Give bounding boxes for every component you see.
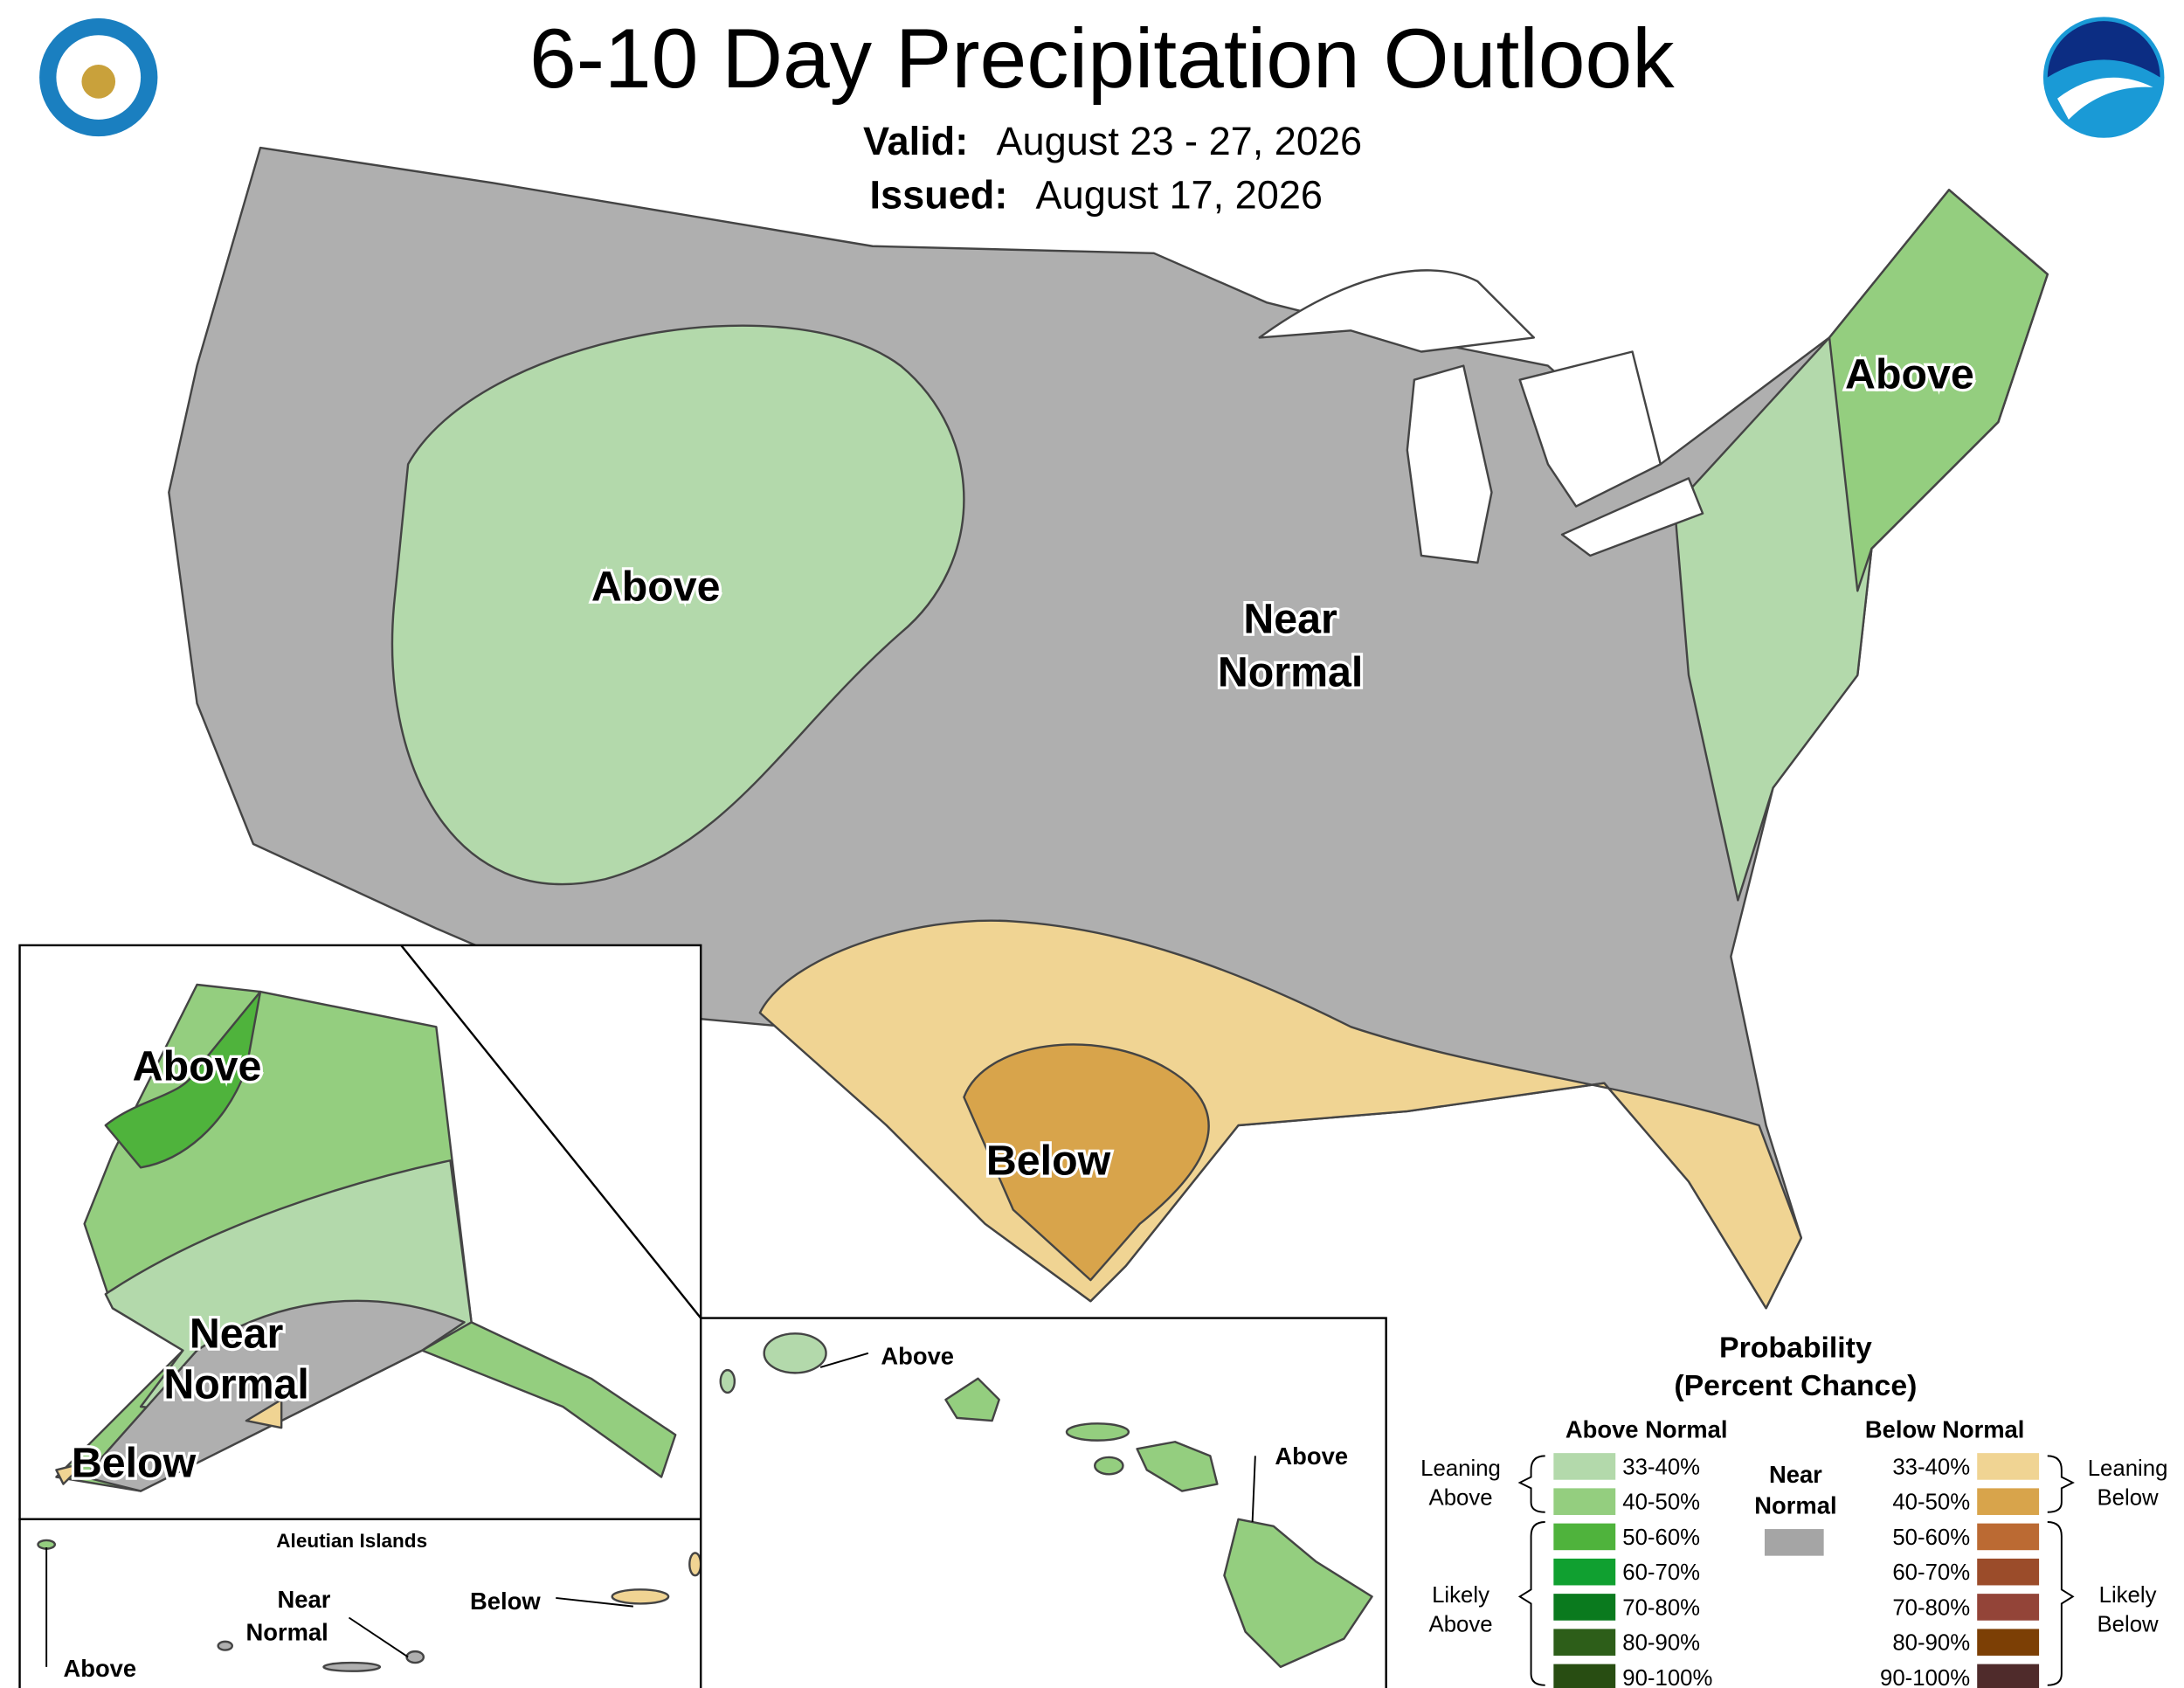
legend-swatch [1977,1453,2040,1480]
alaska-label-north: Above [133,1042,262,1090]
legend-bin-label: 40-50% [1892,1491,1970,1515]
commerce-logo [39,17,158,137]
likely-above: Likely [1432,1583,1489,1608]
legend-swatch [1977,1558,2040,1586]
legend-swatch [1553,1594,1616,1621]
legend-bin-label: 80-90% [1622,1631,1700,1656]
leaning-above: Above [1429,1486,1493,1511]
leaning-above: Leaning [1420,1456,1501,1481]
leaning-below: Below [2097,1486,2159,1511]
likely-above: Above [1429,1613,1493,1637]
likely-below: Likely [2099,1583,2157,1608]
hawaii-label-northwest: Above [881,1343,954,1370]
conus-map [168,146,2049,1310]
legend-swatch [1977,1594,2040,1621]
aleutian-label-west: Above [63,1655,136,1682]
below-heading: Below Normal [1865,1415,2024,1442]
legend-bin-label: 60-70% [1622,1560,1700,1585]
hawaii-inset [699,1317,1387,1688]
legend-title: Probability [1719,1332,1872,1365]
valid-label: Valid: [863,119,968,163]
legend-swatch [1553,1558,1616,1586]
near-label: Near [1769,1461,1822,1488]
legend-bin-label: 80-90% [1892,1631,1970,1656]
likely-below: Below [2097,1613,2159,1637]
leaning-below: Leaning [2088,1456,2168,1481]
alaska-label-southwest: Below [72,1440,197,1487]
legend-swatch [1977,1664,2040,1688]
legend-bin-label: 70-80% [1892,1595,1970,1620]
aleutian-label-central: Near [278,1586,331,1613]
conus-label-west: Above [591,563,721,610]
issued-date: August 17, 2026 [1036,172,1323,217]
legend-swatch [1977,1629,2040,1656]
legend-bin-label: 40-50% [1622,1491,1700,1515]
above-heading: Above Normal [1565,1415,1728,1442]
hawaii-label-southeast: Above [1275,1442,1348,1470]
legend-swatch [1553,1488,1616,1515]
alaska-inset [18,944,702,1521]
conus-label-northeast: Above [1845,350,1974,398]
valid-date: August 23 - 27, 2026 [996,119,1362,163]
legend-bin-label: 33-40% [1892,1455,1970,1479]
alaska-label-central: Normal [163,1360,308,1408]
legend-bin-label: 70-80% [1622,1595,1700,1620]
title: 6-10 Day Precipitation Outlook [529,12,1675,106]
legend-near-swatch [1764,1529,1824,1556]
legend: Probability (Percent Chance) Above Norma… [1420,1332,2167,1688]
aleutian-inset [18,1518,702,1688]
issued-label: Issued: [869,172,1007,217]
legend-swatch [1553,1664,1616,1688]
conus-label-south: Below [986,1137,1111,1184]
aleutian-title: Aleutian Islands [276,1530,427,1552]
legend-bin-label: 50-60% [1622,1525,1700,1550]
noaa-logo [2042,17,2165,138]
legend-swatch [1553,1523,1616,1551]
alaska-label-central: Near [190,1310,284,1357]
conus-label-central: Near [1243,596,1337,643]
conus-label-central: Normal [1218,649,1363,696]
legend-bin-label: 33-40% [1622,1455,1700,1479]
legend-swatch [1553,1453,1616,1480]
near-label: Normal [1754,1491,1836,1519]
legend-title: (Percent Chance) [1674,1369,1917,1402]
legend-bin-label: 60-70% [1892,1560,1970,1585]
aleutian-label-east: Below [470,1588,541,1615]
legend-bin-label: 50-60% [1892,1525,1970,1550]
legend-braces [1517,1455,2075,1686]
legend-swatch [1977,1488,2040,1515]
legend-swatch [1553,1629,1616,1656]
legend-swatch [1977,1523,2040,1551]
aleutian-label-central: Normal [245,1618,328,1645]
legend-bin-label: 90-100% [1880,1666,1970,1688]
legend-bin-label: 90-100% [1622,1666,1712,1688]
